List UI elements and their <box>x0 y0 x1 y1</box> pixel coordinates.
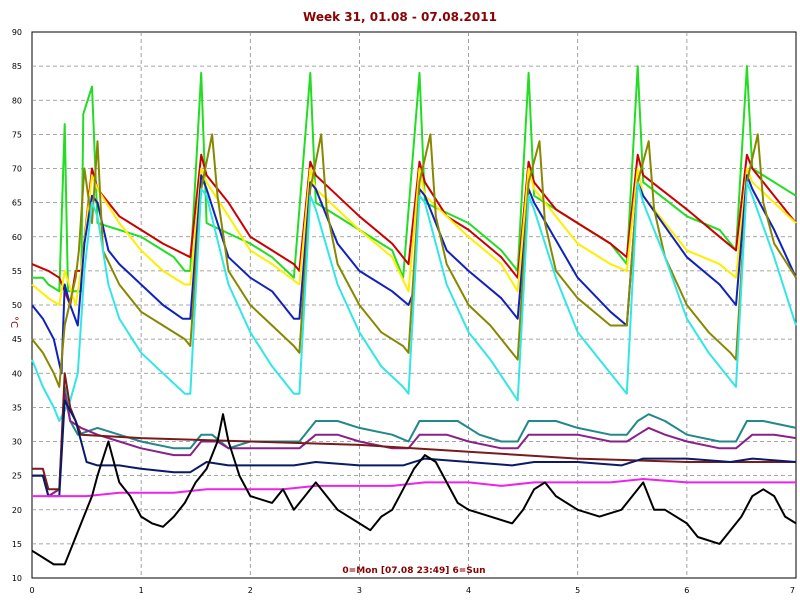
y-tick-label: 50 <box>12 301 22 310</box>
y-tick-label: 70 <box>12 165 22 174</box>
series-line-11 <box>32 478 796 498</box>
y-tick-label: 90 <box>12 28 22 37</box>
x-tick-label: 7 <box>790 586 795 595</box>
y-tick-label: 15 <box>12 540 22 549</box>
x-tick-label: 0 <box>29 586 34 595</box>
y-tick-label: 45 <box>12 335 22 344</box>
series-line-3 <box>31 167 797 306</box>
x-axis-label: 0=Mon [07.08 23:49] 6=Sun <box>342 566 485 576</box>
series-line-1 <box>32 65 797 293</box>
x-tick-label: 6 <box>684 586 689 595</box>
y-tick-label: 75 <box>12 130 22 139</box>
y-axis-label: °C <box>8 316 19 328</box>
y-tick-label: 30 <box>12 438 22 447</box>
y-tick-label: 80 <box>12 96 22 105</box>
y-tick-label: 65 <box>12 199 22 208</box>
chart-title: Week 31, 01.08 - 07.08.2011 <box>303 10 497 24</box>
series-line-12 <box>31 413 797 566</box>
x-tick-label: 1 <box>139 586 144 595</box>
x-tick-label: 4 <box>466 586 471 595</box>
y-tick-label: 35 <box>12 403 22 412</box>
series-line-7 <box>32 385 797 498</box>
y-tick-label: 10 <box>12 574 22 583</box>
y-tick-label: 55 <box>12 267 22 276</box>
series-line-8 <box>32 392 797 498</box>
series-line-9 <box>32 372 796 491</box>
y-tick-label: 25 <box>12 472 22 481</box>
y-tick-label: 40 <box>12 369 22 378</box>
x-tick-label: 2 <box>248 586 253 595</box>
series-group <box>31 65 797 566</box>
y-tick-label: 60 <box>12 233 22 242</box>
y-tick-label: 85 <box>12 62 22 71</box>
y-tick-label: 20 <box>12 506 22 515</box>
series-line-5 <box>31 133 797 388</box>
x-tick-label: 5 <box>575 586 580 595</box>
x-tick-label: 3 <box>357 586 362 595</box>
series-line-10 <box>32 399 797 498</box>
series-line-6 <box>31 181 797 422</box>
